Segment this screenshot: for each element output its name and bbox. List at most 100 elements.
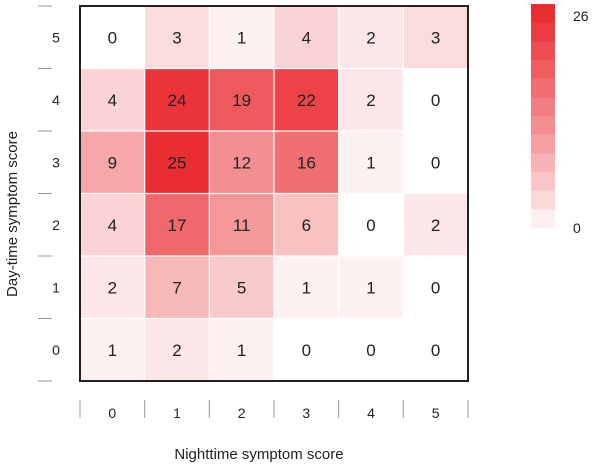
heatmap-cell	[144, 131, 210, 194]
cell-value-label: 19	[232, 91, 251, 110]
colorbar-step	[531, 190, 555, 210]
heatmap-cell	[80, 131, 145, 194]
colorbar-min-label: 0	[573, 220, 581, 236]
heatmap-cell	[209, 256, 274, 319]
cell-value-label: 2	[366, 28, 375, 47]
cell-value-label: 7	[172, 278, 181, 297]
cell-value-label: 1	[237, 28, 246, 47]
cell-value-label: 0	[108, 28, 117, 47]
colorbar-step	[531, 134, 555, 154]
heatmap-cells: 0 3 1 4 2 34 24 19 22 2 09 25 12 16 1 04 17 11 6 0 22 7 5 1 1 01 2…	[80, 6, 468, 381]
heatmap-cell	[274, 193, 339, 256]
x-tick-label: 2	[238, 405, 246, 421]
cell-value-label: 1	[302, 278, 311, 297]
heatmap-cell	[209, 6, 274, 69]
heatmap-cell	[80, 68, 145, 131]
heatmap-cell	[403, 193, 468, 256]
heatmap-cell	[403, 318, 468, 381]
cell-value-label: 0	[366, 341, 375, 360]
x-tick-label: 5	[432, 405, 440, 421]
cell-value-label: 2	[431, 216, 440, 235]
colorbar-step	[531, 78, 555, 98]
x-tick-labels: 0 1 2 3 4 5	[79, 400, 469, 421]
x-tick-label: 4	[367, 405, 375, 421]
heatmap-grid	[80, 6, 468, 381]
heatmap-cell	[144, 68, 210, 131]
colorbar-step	[531, 153, 555, 173]
heatmap-cell	[338, 256, 404, 319]
heatmap-cell	[274, 318, 339, 381]
heatmap-cell	[80, 6, 145, 69]
heatmap-cell	[80, 256, 145, 319]
colorbar-step	[531, 22, 555, 42]
x-tick-label: 1	[173, 405, 181, 421]
cell-value-label: 0	[431, 91, 440, 110]
colorbar	[531, 4, 555, 229]
y-tick-label: 5	[52, 29, 60, 45]
cell-value-label: 2	[366, 91, 375, 110]
cell-value-label: 24	[168, 91, 187, 110]
y-tick-labels: 5 4 3 2 1 0	[38, 5, 60, 382]
cell-value-label: 0	[431, 341, 440, 360]
y-tick-label: 0	[52, 342, 60, 358]
cell-value-label: 2	[108, 278, 117, 297]
heatmap-cell	[274, 256, 339, 319]
cell-value-label: 4	[302, 28, 311, 47]
heatmap-cell	[144, 6, 210, 69]
heatmap-cell	[209, 131, 274, 194]
heatmap-cell	[144, 318, 210, 381]
cell-value-label: 1	[237, 341, 246, 360]
cell-value-label: 25	[168, 153, 187, 172]
heatmap-cell	[274, 131, 339, 194]
cell-value-label: 9	[108, 153, 117, 172]
heatmap-cell	[338, 193, 404, 256]
heatmap-cell	[338, 318, 404, 381]
cell-value-label: 5	[237, 278, 246, 297]
heatmap-frame	[79, 5, 469, 382]
heatmap-cell	[274, 6, 339, 69]
cell-value-label: 0	[366, 216, 375, 235]
colorbar-step	[531, 41, 555, 61]
y-tick-label: 2	[52, 217, 60, 233]
heatmap-cell	[403, 6, 468, 69]
cell-value-label: 3	[172, 28, 181, 47]
cell-value-label: 1	[366, 278, 375, 297]
heatmap-cell	[338, 131, 404, 194]
heatmap-cell	[209, 318, 274, 381]
cell-value-label: 11	[233, 216, 251, 235]
colorbar-step	[531, 172, 555, 192]
x-axis-label: Nighttime symptom score	[174, 446, 343, 463]
cell-value-label: 6	[302, 216, 311, 235]
cell-value-label: 4	[108, 91, 117, 110]
heatmap-cell	[403, 256, 468, 319]
y-tick-label: 1	[52, 279, 60, 295]
heatmap-cell	[403, 68, 468, 131]
heatmap-cell	[403, 131, 468, 194]
cell-value-label: 2	[172, 341, 181, 360]
heatmap-cell	[144, 193, 210, 256]
cell-value-label: 0	[302, 341, 311, 360]
cell-value-label: 3	[431, 28, 440, 47]
colorbar-step	[531, 209, 555, 229]
cell-value-label: 16	[297, 153, 316, 172]
y-tick-label: 4	[52, 92, 60, 108]
colorbar-step	[531, 116, 555, 136]
cell-value-label: 12	[232, 153, 251, 172]
cell-value-label: 17	[168, 216, 187, 235]
heatmap-cell	[144, 256, 210, 319]
colorbar-step	[531, 60, 555, 80]
heatmap-cell	[80, 193, 145, 256]
x-tick-label: 0	[108, 405, 116, 421]
heatmap-cell	[338, 68, 404, 131]
y-axis-label: Day-time symptom score	[4, 131, 21, 297]
heatmap-cell	[209, 68, 274, 131]
cell-value-label: 0	[431, 278, 440, 297]
colorbar-step	[531, 97, 555, 117]
heatmap-cell	[338, 6, 404, 69]
colorbar-max-label: 26	[573, 8, 589, 24]
y-tick-label: 3	[52, 154, 60, 170]
heatmap-cell	[209, 193, 274, 256]
colorbar-step	[531, 4, 555, 24]
heatmap-cell	[274, 68, 339, 131]
